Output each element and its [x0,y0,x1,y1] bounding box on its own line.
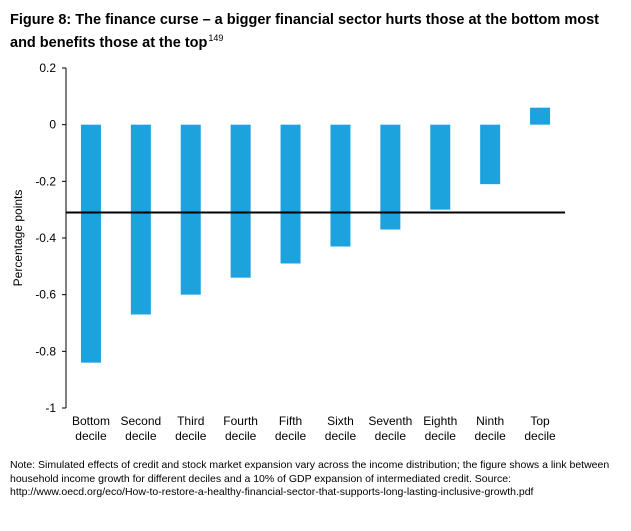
bar-third-decile [180,124,201,295]
bars [80,107,551,363]
y-tick-labels: 0.2 0 -0.2 -0.4 -0.6 -0.8 -1 [35,61,56,415]
y-tick-label: 0.2 [39,61,56,75]
y-tick-label: -0.8 [35,344,56,358]
bar-eighth-decile [430,124,451,210]
bar-fifth-decile [280,124,301,264]
x-tick-label: Eighth decile [423,414,457,443]
bar-fourth-decile [230,124,251,278]
y-axis-ticks [62,67,66,409]
x-tick-label: Second decile [120,414,161,443]
y-tick-label: -1 [45,401,56,415]
x-tick-label: Fourth decile [223,414,258,443]
y-tick-label: -0.4 [35,231,56,245]
chart-title-text: Figure 8: The finance curse – a bigger f… [10,12,599,51]
y-axis-label: Percentage points [11,190,25,287]
x-tick-label: Seventh decile [368,414,412,443]
x-tick-labels: Bottom decile Second decile Third decile Fourt… [72,414,556,443]
x-tick-label: Sixth decile [325,414,357,443]
x-tick-label: Ninth decile [474,414,506,443]
x-tick-label: Fifth decile [275,414,307,443]
y-tick-label: -0.2 [35,174,56,188]
bar-ninth-decile [480,124,501,185]
x-tick-label: Third decile [175,414,207,443]
title-footnote-marker: 149 [208,33,224,43]
y-tick-label: -0.6 [35,288,56,302]
x-tick-label: Bottom decile [72,414,110,443]
bar-bottom-decile [80,124,101,363]
source-note: Note: Simulated effects of credit and st… [10,459,610,498]
y-tick-label: 0 [49,118,56,132]
bar-sixth-decile [330,124,351,247]
bar-seventh-decile [380,124,401,230]
chart-title: Figure 8: The finance curse – a bigger f… [10,11,620,52]
bar-top-decile [530,107,551,125]
x-tick-label: Top decile [524,414,556,443]
bar-second-decile [130,124,151,315]
